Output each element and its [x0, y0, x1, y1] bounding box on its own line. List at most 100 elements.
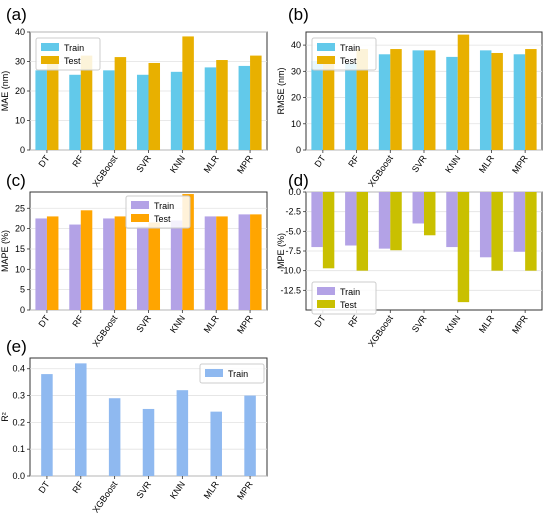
bar-train-svr: [412, 192, 424, 224]
bar-test-rf: [80, 210, 93, 310]
legend: Train: [199, 363, 265, 384]
x-tick-label: DT: [312, 153, 327, 169]
bar-test-rf: [80, 55, 93, 150]
x-tick-label: MPR: [235, 479, 255, 502]
bar-train-xgboost: [103, 70, 115, 150]
x-tick-label: SVR: [134, 153, 153, 174]
legend-label: Train: [340, 287, 360, 297]
x-tick-label: MLR: [477, 153, 496, 175]
legend-label: Train: [64, 43, 84, 53]
bar-test-mlr: [216, 216, 228, 310]
legend-label: Test: [340, 56, 357, 66]
bar-train-svr: [136, 226, 149, 310]
x-tick-label: KNN: [168, 313, 187, 334]
bar-train-xgboost: [378, 192, 391, 249]
bar-train-rf: [75, 363, 87, 476]
legend-label: Test: [340, 300, 357, 310]
legend-label: Test: [64, 56, 81, 66]
bar-train-dt: [311, 192, 323, 248]
y-tick-label: 0.1: [12, 444, 25, 454]
x-tick-label: RF: [70, 313, 85, 329]
panel-b: (b) 0 10 20 30 40 RMSE (nm) DT RF XGBoost SVR KNN ML…: [276, 5, 543, 189]
panel-e: (e) 0.0 0.1 0.2 0.3 0.4 R² DT RF XGBoost SVR KNN MLR…: [0, 337, 268, 513]
bar-train-dt: [35, 218, 47, 310]
legend-label: Train: [340, 43, 360, 53]
panel-label: (b): [288, 5, 309, 24]
bar-test-xgboost: [390, 49, 402, 150]
bar-test-svr: [148, 62, 161, 150]
panel-label: (a): [6, 5, 27, 24]
x-tick-label: KNN: [443, 153, 462, 174]
legend-label: Train: [228, 369, 248, 379]
x-tick-label: MLR: [477, 313, 496, 335]
y-tick-label: 0.3: [12, 391, 25, 401]
y-axis-label: MAPE (%): [0, 230, 10, 272]
x-tick-label: MLR: [202, 479, 221, 501]
y-tick-label: -10.0: [280, 266, 301, 276]
bar-train-mpr: [513, 54, 526, 150]
bar-test-dt: [46, 216, 59, 310]
bar-test-mpr: [525, 49, 537, 150]
legend: Train Test: [35, 37, 101, 71]
bar-train-dt: [41, 374, 53, 476]
y-tick-label: 10: [15, 264, 25, 274]
y-tick-label: 40: [15, 27, 25, 37]
bar-train-svr: [136, 74, 149, 150]
bar-test-svr: [424, 192, 436, 236]
y-axis-label: R²: [0, 412, 10, 422]
x-tick-label: SVR: [134, 313, 153, 334]
x-tick-label: MLR: [202, 153, 221, 175]
bar-test-svr: [148, 222, 161, 310]
y-tick-label: 40: [291, 40, 301, 50]
y-tick-label: 15: [15, 244, 25, 254]
bar-train-dt: [35, 70, 47, 150]
x-tick-label: MPR: [235, 313, 255, 336]
x-tick-label: XGBoost: [90, 153, 119, 189]
x-tick-label: XGBoost: [366, 153, 395, 189]
x-tick-label: XGBoost: [90, 479, 119, 513]
y-tick-label: 30: [291, 66, 301, 76]
x-tick-label: RF: [346, 313, 361, 329]
bar-train-mlr: [204, 216, 217, 310]
bar-test-dt: [322, 192, 335, 269]
legend-label: Test: [154, 214, 171, 224]
bar-train-xgboost: [103, 218, 115, 310]
legend-swatch: [317, 300, 335, 308]
legend-swatch: [131, 201, 149, 209]
bar-test-dt: [322, 60, 335, 150]
bar-train-mlr: [479, 50, 492, 150]
bar-train-mpr: [238, 65, 251, 150]
bar-train-xgboost: [108, 398, 121, 476]
y-tick-label: 0.4: [12, 364, 25, 374]
bar-test-xgboost: [114, 57, 127, 151]
panel-d: (d)0.0 -2.5 -5.0 -7.5 -10.0 -12.5 MPE (%) DT RF X…: [276, 171, 543, 349]
legend-swatch: [317, 56, 335, 64]
bar-train-xgboost: [378, 54, 391, 150]
bar-test-knn: [457, 192, 470, 303]
bar-test-mlr: [216, 60, 228, 150]
bar-train-knn: [446, 192, 458, 248]
y-tick-label: 0.0: [288, 187, 301, 197]
x-tick-label: RF: [70, 479, 85, 495]
legend: Train Test: [311, 37, 377, 71]
bar-train-rf: [345, 192, 357, 246]
y-axis-label: MAE (nm): [0, 71, 10, 112]
bar-train-rf: [69, 74, 81, 150]
y-axis-label: MPE (%): [276, 233, 286, 269]
x-tick-label: XGBoost: [90, 313, 119, 349]
bar-train-knn: [170, 71, 183, 150]
bar-test-dt: [46, 62, 59, 150]
y-tick-label: 20: [15, 86, 25, 96]
bar-test-rf: [356, 192, 369, 271]
bar-train-svr: [142, 408, 155, 476]
bar-test-mpr: [250, 214, 262, 310]
bar-train-mlr: [210, 411, 222, 476]
x-tick-label: DT: [36, 313, 51, 329]
panel-label: (d): [288, 171, 309, 190]
x-tick-label: RF: [70, 153, 85, 169]
bar-train-knn: [176, 390, 189, 476]
panel-a: (a) 0 10 20 30 40 MAE (nm) DT RF XGBoost SVR KNN MLR…: [0, 5, 268, 189]
bar-train-knn: [446, 56, 458, 150]
x-tick-label: SVR: [134, 479, 153, 500]
